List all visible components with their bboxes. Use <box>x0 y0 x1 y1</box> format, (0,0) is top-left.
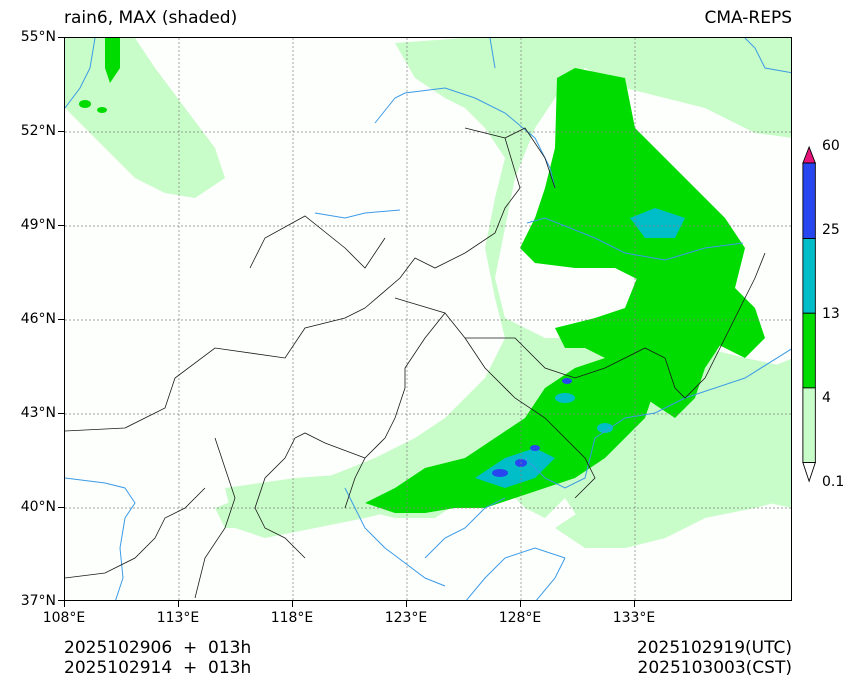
footer-init-utc: 2025102906 + 013h <box>64 638 252 658</box>
map-gridlines <box>65 38 791 600</box>
lat-tick <box>58 225 64 226</box>
footer-init-cst: 2025102914 + 013h <box>64 658 252 678</box>
colorbar-label-0_1: 0.1 <box>822 474 845 490</box>
map-plot-area[interactable] <box>64 37 792 601</box>
precip-shade-blue <box>492 378 572 477</box>
precip-shade-cyan <box>475 208 685 488</box>
colorbar-over-triangle <box>802 145 816 164</box>
colorbar-seg-13-25 <box>802 238 816 314</box>
colorbar-seg-0_1-4 <box>802 387 816 463</box>
lat-tick <box>58 600 64 601</box>
lon-label-123: 123°E <box>384 610 428 626</box>
lon-tick <box>634 601 635 607</box>
lon-tick <box>406 601 407 607</box>
colorbar-seg-25-60 <box>802 162 816 239</box>
lon-label-133: 133°E <box>612 610 656 626</box>
lat-label-49: 49°N <box>20 217 56 233</box>
lat-label-43: 43°N <box>20 405 56 421</box>
colorbar <box>802 145 816 483</box>
colorbar-label-25: 25 <box>822 222 840 238</box>
lat-label-46: 46°N <box>20 311 56 327</box>
lat-tick <box>58 507 64 508</box>
plot-title-model: CMA-REPS <box>704 8 792 28</box>
lat-tick <box>58 319 64 320</box>
colorbar-label-4: 4 <box>822 390 831 406</box>
lat-label-37: 37°N <box>20 593 56 609</box>
lon-tick <box>292 601 293 607</box>
plot-title-variable: rain6, MAX (shaded) <box>64 8 238 28</box>
lon-tick <box>520 601 521 607</box>
colorbar-under-triangle <box>802 462 816 483</box>
colorbar-label-13: 13 <box>822 306 840 322</box>
lon-label-118: 118°E <box>270 610 314 626</box>
lat-label-52: 52°N <box>20 123 56 139</box>
colorbar-label-60: 60 <box>822 138 840 154</box>
lat-tick <box>58 413 64 414</box>
lon-label-108: 108°E <box>42 610 86 626</box>
footer-valid-utc: 2025102919(UTC) <box>636 638 792 658</box>
lon-label-113: 113°E <box>156 610 200 626</box>
lat-tick <box>58 131 64 132</box>
political-borders <box>65 127 766 599</box>
precipitation-map <box>65 38 791 600</box>
lat-label-55: 55°N <box>20 29 56 45</box>
precip-shade-light <box>65 38 791 548</box>
lon-tick <box>178 601 179 607</box>
colorbar-seg-4-13 <box>802 312 816 389</box>
lat-label-40: 40°N <box>20 499 56 515</box>
lon-label-128: 128°E <box>498 610 542 626</box>
lat-tick <box>58 37 64 38</box>
footer-valid-cst: 2025103003(CST) <box>637 658 792 678</box>
lon-tick <box>64 601 65 607</box>
